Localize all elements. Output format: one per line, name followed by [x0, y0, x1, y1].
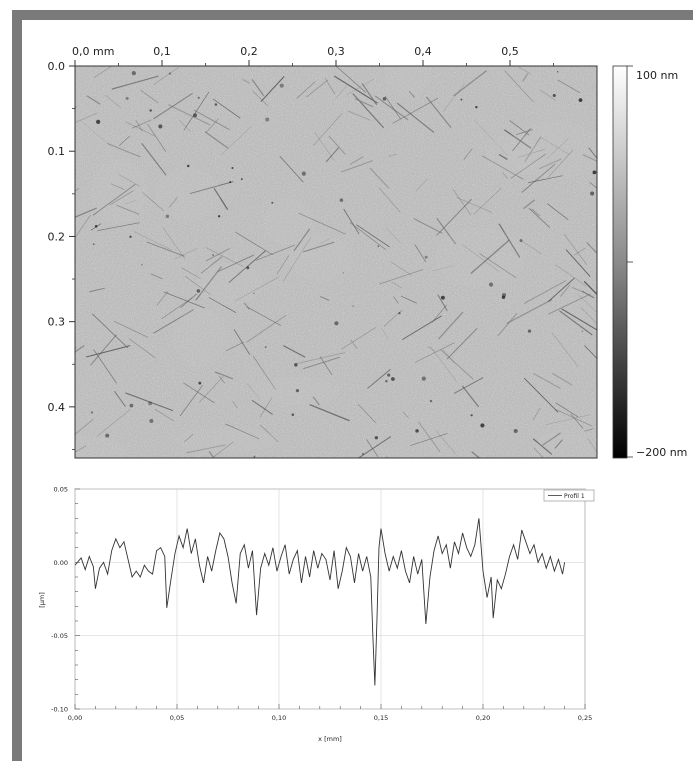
afm-y-tick-label: 0.3: [48, 316, 66, 329]
plot-x-tick-label: 0,10: [272, 714, 286, 722]
frame-border-top: [12, 10, 693, 20]
chart-legend: Profil 1: [543, 489, 595, 502]
plot-grid: [74, 488, 586, 710]
plot-y-tick-label: -0.05: [51, 632, 68, 640]
plot-y-tick-label: 0.05: [54, 486, 68, 494]
legend-entry-profil-1: Profil 1: [564, 493, 585, 500]
series-line-profil-1: [75, 518, 566, 686]
colorbar-max-label: 100 nm: [636, 69, 678, 82]
frame-border-left: [12, 10, 22, 761]
afm-y-tick-label: 0.2: [48, 230, 66, 243]
plot-y-tick-label: 0.00: [54, 559, 68, 567]
afm-topography-image: [74, 65, 598, 459]
plot-y-tick-label: -0.10: [51, 706, 68, 714]
plot-minor-ticks: [74, 488, 586, 710]
afm-x-tick-label: 0,0 mm: [72, 45, 114, 58]
plot-x-tick-label: 0,15: [374, 714, 388, 722]
plot-x-tick-labels: 0,00 0,05 0,10 0,15 0,20 0,25: [68, 714, 592, 722]
plot-x-tick-label: 0,00: [68, 714, 82, 722]
plot-x-tick-label: 0,05: [170, 714, 184, 722]
afm-y-tick-label: 0.4: [48, 401, 66, 414]
plot-x-tick-label: 0,25: [578, 714, 592, 722]
y-axis-label: [µm]: [38, 592, 46, 608]
afm-x-tick-label: 0,2: [240, 45, 258, 58]
afm-x-tick-label: 0,1: [153, 45, 171, 58]
afm-x-axis: 0,0 mm 0,1 0,2 0,3 0,4 0,5: [72, 45, 554, 66]
afm-x-tick-label: 0,4: [414, 45, 432, 58]
height-colorbar: 100 nm −200 nm: [612, 65, 687, 459]
afm-y-axis: 0.0 0.1 0.2 0.3 0.4: [48, 60, 75, 450]
afm-x-tick-label: 0,5: [501, 45, 519, 58]
x-axis-label: x [mm]: [318, 735, 342, 743]
afm-x-tick-label: 0,3: [327, 45, 345, 58]
plot-x-tick-label: 0,20: [476, 714, 490, 722]
afm-y-tick-label: 0.0: [48, 60, 66, 73]
afm-y-tick-label: 0.1: [48, 145, 66, 158]
plot-y-tick-labels: 0.05 0.00 -0.05 -0.10: [51, 486, 68, 714]
profile-line-chart: 0,00 0,05 0,10 0,15 0,20 0,25 0.05 0.00 -0.05 -0…: [38, 486, 595, 743]
colorbar-min-label: −200 nm: [636, 446, 687, 459]
